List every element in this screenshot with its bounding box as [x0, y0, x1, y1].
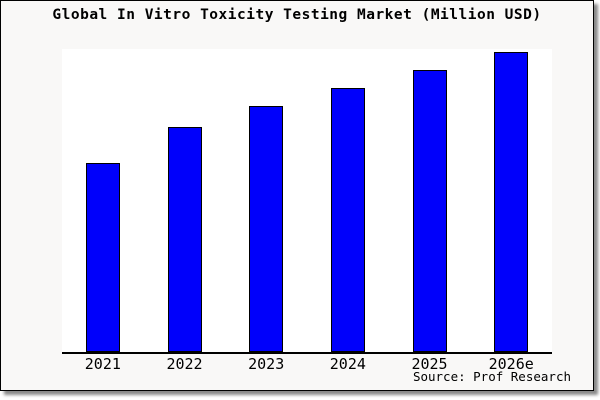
bar-slot-2022 — [144, 49, 226, 352]
x-tick-label-2026e: 2026e — [488, 355, 534, 373]
bar-2021 — [85, 163, 120, 352]
bar-2024 — [330, 88, 365, 352]
x-tick-label-2024: 2024 — [329, 355, 366, 373]
x-tick-label-2023: 2023 — [248, 355, 285, 373]
chart-title: Global In Vitro Toxicity Testing Market … — [52, 7, 542, 23]
bar-2022 — [167, 127, 202, 352]
bar-2026e — [494, 52, 529, 352]
x-tick-label-2025: 2025 — [411, 355, 448, 373]
bar-slot-2023 — [225, 49, 307, 352]
x-axis-labels: 2021 2022 2023 2024 2025 2026e — [62, 355, 552, 373]
bar-2023 — [249, 106, 284, 352]
bar-slot-2026e — [470, 49, 552, 352]
bar-2025 — [412, 70, 447, 352]
source-credit: Source: Prof Research — [412, 369, 571, 384]
x-tick-label-2021: 2021 — [84, 355, 121, 373]
bar-slot-2024 — [307, 49, 389, 352]
bar-slot-2021 — [62, 49, 144, 352]
bar-slot-2025 — [389, 49, 471, 352]
chart-card: Global In Vitro Toxicity Testing Market … — [0, 0, 594, 391]
plot-area — [62, 49, 552, 354]
x-tick-label-2022: 2022 — [166, 355, 203, 373]
